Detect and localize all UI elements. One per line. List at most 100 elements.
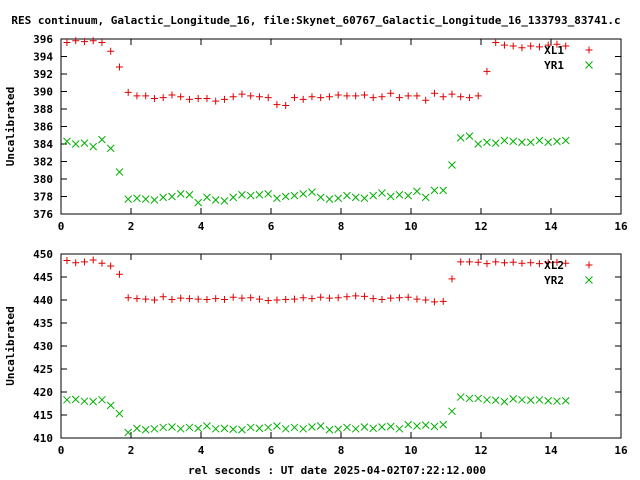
data-point-yr2 [220,424,229,433]
data-point-yr1 [115,168,124,176]
legend-label: XL2 [544,259,564,272]
data-point-xl2 [107,262,115,270]
data-point-yr2 [264,423,273,432]
data-point-xl2 [352,292,360,300]
data-point-xl2 [264,296,272,304]
data-point-xl1 [299,95,307,103]
data-point-yr1 [509,137,518,146]
data-point-xl1 [273,101,281,109]
x-tick-label: 8 [338,444,345,457]
data-point-yr1 [89,142,98,151]
data-point-yr1 [351,193,360,202]
data-point-yr1 [141,195,150,203]
data-point-yr2 [63,395,71,404]
data-point-yr1 [439,186,448,195]
data-point-xl1 [369,94,377,102]
data-point-xl1 [238,90,246,98]
data-point-yr2 [80,397,89,406]
data-point-xl2 [124,294,132,302]
data-point-yr2 [465,394,474,403]
x-tick-label: 10 [404,444,417,457]
data-point-yr1 [474,140,483,148]
data-point-yr1 [238,190,246,199]
data-point-xl1 [500,41,508,49]
data-point-yr1 [316,193,325,202]
y-tick-label: 394 [33,51,53,64]
data-point-yr2 [456,393,465,401]
data-point-yr2 [115,409,124,418]
data-point-yr1 [133,194,141,203]
data-point-xl2 [308,295,316,303]
data-point-xl1 [194,95,202,102]
data-point-yr1 [561,136,570,145]
data-point-yr1 [98,135,106,144]
data-point-yr2 [98,395,106,404]
data-point-yr1 [273,194,281,203]
data-point-yr1 [378,189,386,197]
data-point-yr2 [71,395,80,404]
data-point-yr2 [211,424,220,433]
data-point-xl2 [413,295,421,303]
data-point-yr1 [360,194,369,203]
data-point-yr1 [281,192,290,201]
data-point-yr2 [89,397,98,406]
data-point-yr2 [168,423,176,431]
data-point-yr2 [483,395,491,404]
chart-title: RES continuum, Galactic_Longitude_16, fi… [11,14,620,27]
data-point-yr2 [290,423,299,432]
data-point-yr2 [229,425,238,434]
y-tick-label: 450 [33,248,53,261]
data-point-xl2 [562,259,570,267]
legend-marker-xl2 [585,261,593,269]
y-tick-label: 420 [33,386,53,399]
data-point-xl1 [439,93,447,101]
data-point-xl1 [203,95,211,102]
data-point-xl2 [378,296,386,304]
x-tick-label: 16 [614,220,628,233]
data-point-yr1 [299,190,308,198]
data-point-xl1 [98,39,106,46]
data-point-yr2 [150,424,159,433]
data-point-yr2 [518,395,526,404]
data-point-yr2 [500,397,509,406]
data-point-xl1 [474,92,482,100]
data-point-xl2 [535,260,543,268]
data-point-xl1 [185,95,193,103]
data-point-xl1 [282,102,290,109]
data-point-yr1 [203,193,211,202]
data-point-xl2 [115,270,123,278]
data-point-xl2 [63,256,71,264]
data-point-xl1 [168,91,176,99]
data-point-yr1 [63,137,71,146]
legend-label: XL1 [544,44,564,57]
y-tick-label: 425 [33,363,53,376]
plot-frame [60,253,622,439]
data-point-yr1 [404,191,413,200]
data-point-xl1 [430,89,438,97]
data-point-yr1 [448,161,456,169]
data-point-yr2 [491,396,500,405]
data-point-xl1 [247,92,255,100]
y-tick-label: 380 [33,173,53,186]
data-point-xl2 [150,296,158,304]
data-point-yr2 [553,397,561,406]
data-point-yr1 [220,197,229,205]
data-point-xl2 [133,295,141,303]
data-point-yr1 [194,198,203,207]
data-point-xl1 [422,96,430,104]
y-tick-label: 376 [33,208,53,221]
data-point-xl1 [317,94,325,102]
data-point-xl1 [404,92,412,100]
data-point-yr2 [308,423,316,431]
y-tick-label: 445 [33,271,53,284]
y-axis-label: Uncalibrated [4,87,17,166]
data-point-yr2 [343,423,351,432]
data-point-yr2 [194,424,203,433]
data-point-yr1 [334,194,343,203]
data-point-xl2 [317,293,325,301]
data-point-yr2 [360,423,369,431]
y-tick-label: 440 [33,294,53,307]
x-tick-label: 16 [614,444,628,457]
x-tick-label: 2 [128,444,135,457]
data-point-yr1 [80,139,89,147]
